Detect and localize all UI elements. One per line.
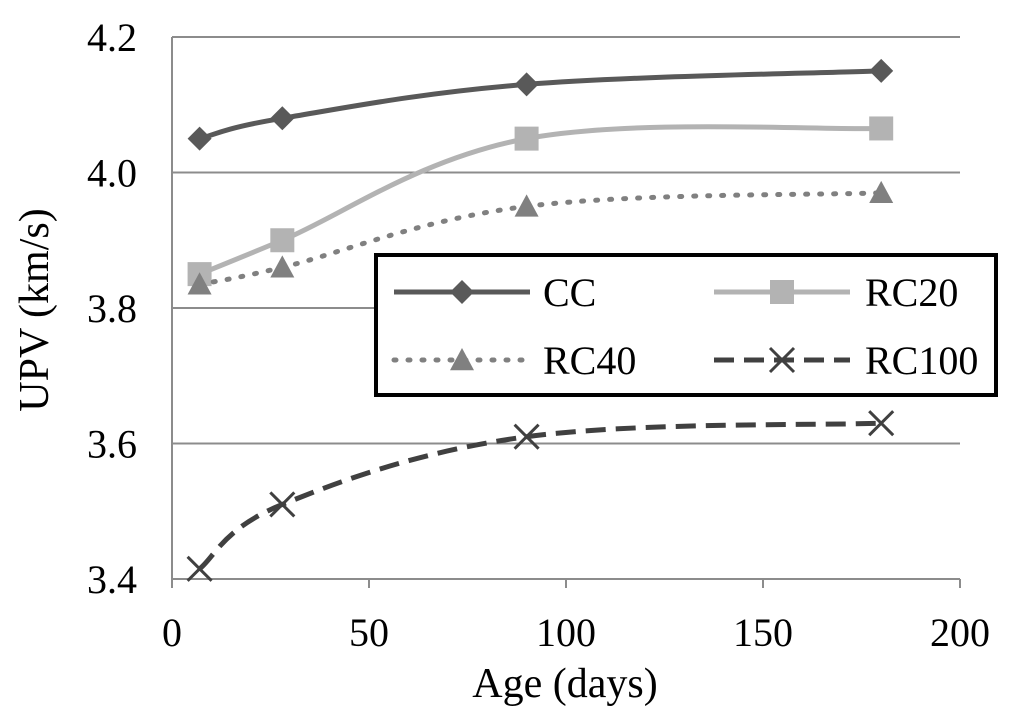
point-cc-0	[187, 126, 212, 151]
series-line-rc20	[198, 124, 882, 277]
series-line-rc100	[197, 420, 882, 571]
point-rc40-2	[514, 194, 539, 217]
series-rc40	[187, 180, 894, 295]
legend-label-rc100: RC100	[865, 338, 978, 383]
legend-item-rc20: RC20	[714, 270, 958, 315]
point-rc40-0	[187, 272, 212, 295]
x-tick-label-4: 200	[930, 610, 990, 655]
x-axis-title: Age (days)	[472, 661, 657, 707]
x-tick-label-0: 0	[162, 610, 182, 655]
series-line-cc	[198, 68, 882, 142]
point-cc-2	[514, 72, 539, 97]
series-line-rc40	[197, 190, 884, 287]
point-rc20-3	[869, 116, 894, 141]
point-rc100-2	[513, 423, 540, 450]
series-cc	[187, 58, 894, 151]
point-rc20-1	[270, 228, 295, 253]
legend-marker-rc100	[768, 346, 796, 374]
y-tick-label-2: 3.8	[87, 286, 137, 331]
legend-label-rc40: RC40	[543, 338, 636, 383]
legend-box	[374, 253, 998, 397]
point-rc100-3	[868, 410, 895, 437]
legend-item-rc100: RC100	[714, 338, 978, 383]
legend-label-cc: CC	[543, 270, 596, 315]
point-rc40-3	[869, 180, 894, 204]
tick-labels: 0 50 100 150 200 3.4 3.6 3.8 4.0 4.2	[87, 15, 990, 655]
point-cc-1	[270, 106, 295, 131]
y-tick-label-1: 3.6	[87, 422, 137, 467]
series-rc20	[187, 116, 894, 287]
y-tick-label-3: 4.0	[87, 151, 137, 196]
y-tick-label-0: 3.4	[87, 557, 137, 602]
legend-marker-rc40	[450, 348, 474, 371]
x-tick-label-1: 50	[349, 610, 389, 655]
legend-marker-rc20	[770, 280, 794, 304]
point-rc40-1	[270, 255, 295, 278]
point-rc20-2	[514, 126, 539, 151]
legend-item-rc40: RC40	[391, 338, 636, 383]
y-tick-label-4: 4.2	[87, 15, 137, 60]
axes	[171, 37, 961, 588]
x-tick-label-3: 150	[733, 610, 793, 655]
legend-label-rc20: RC20	[865, 270, 958, 315]
x-tick-label-2: 100	[536, 610, 596, 655]
point-cc-3	[869, 58, 894, 83]
series-lines	[186, 58, 895, 582]
point-rc100-0	[186, 555, 213, 582]
y-axis-title: UPV (km/s)	[12, 208, 58, 411]
point-rc100-1	[269, 491, 296, 518]
legend-marker-cc	[450, 280, 474, 304]
series-rc100	[186, 410, 895, 582]
legend-item-cc: CC	[394, 270, 596, 315]
legend: CC RC20 RC40 RC100	[374, 253, 998, 397]
